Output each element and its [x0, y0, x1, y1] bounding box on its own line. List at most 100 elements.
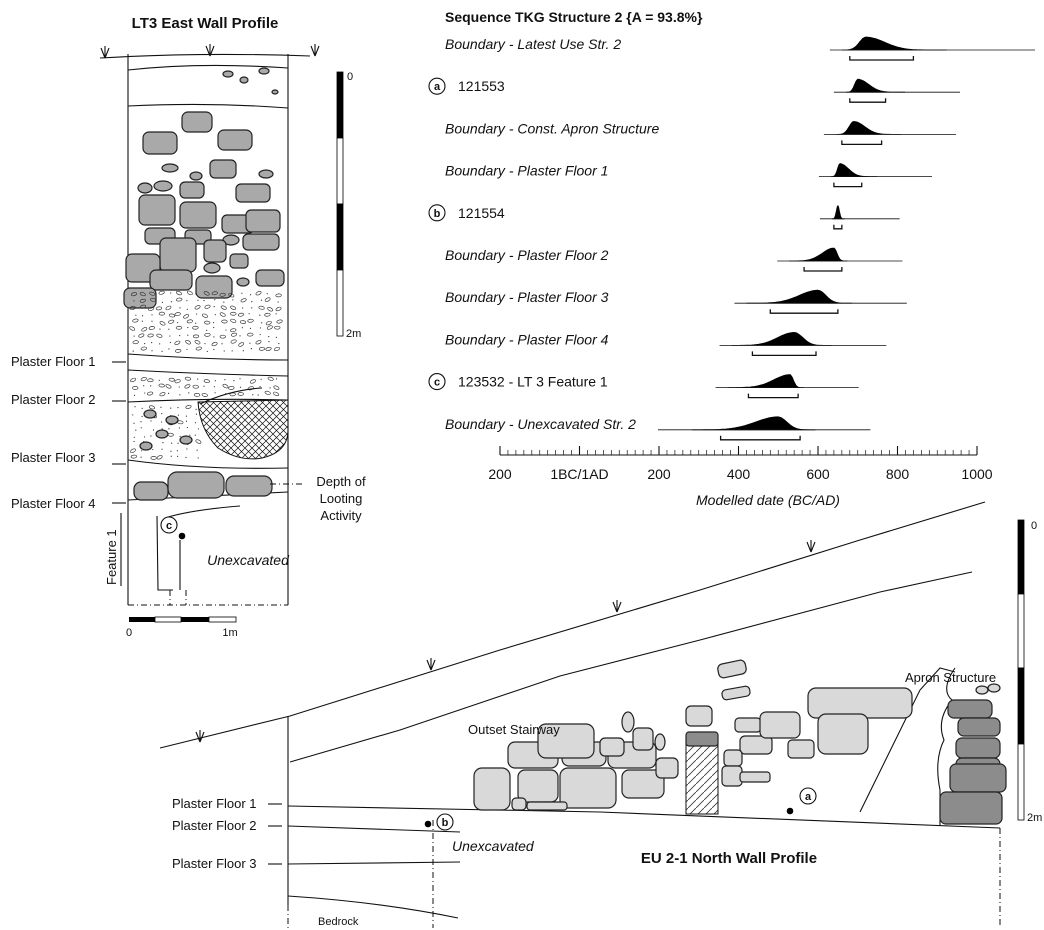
looting-label-line: Looting: [320, 491, 363, 506]
sample-marker-c: [160, 516, 178, 534]
bedrock-label: Bedrock: [318, 916, 359, 928]
hatched-column: [685, 737, 719, 815]
probability-distribution: [727, 374, 804, 388]
sample-marker-b-label: b: [442, 817, 449, 829]
lt3-horizontal-scale: [129, 616, 237, 623]
sample-marker-c-label: c: [166, 520, 172, 532]
eu21-unexcavated-label: Unexcavated: [452, 838, 535, 854]
sequence-row-label: Boundary - Plaster Floor 3: [445, 289, 609, 305]
axis-tick-label: 800: [886, 466, 910, 482]
sample-marker-label: b: [434, 208, 441, 220]
sequence-row-label: Boundary - Latest Use Str. 2: [445, 36, 621, 52]
eu21-floor-line: [287, 861, 461, 865]
probability-distribution: [845, 78, 906, 93]
lt3-crosshatched-fill: [197, 399, 289, 460]
eu21-vertical-scale: [1017, 519, 1025, 821]
sequence-row: Boundary - Unexcavated Str. 2: [445, 416, 871, 441]
sample-marker: [428, 77, 446, 95]
eu21-profile: a b Plaster Floor 1 Plaster Floor 2 Plas…: [159, 501, 1042, 928]
grass-icon: [195, 540, 816, 743]
sequence-row: Boundary - Plaster Floor 4: [445, 331, 887, 357]
lt3-layer-line: [127, 369, 289, 377]
sequence-row: Boundary - Const. Apron Structure: [445, 120, 957, 146]
eu21-floor-line: [287, 805, 1001, 829]
sequence-row-label: Boundary - Const. Apron Structure: [445, 120, 659, 136]
range-bracket: [833, 182, 863, 188]
apron-cut-line: [859, 667, 956, 813]
looting-label-line: Activity: [320, 508, 362, 523]
sequence-row: Boundary - Latest Use Str. 2: [445, 36, 1035, 61]
sample-point: [178, 532, 186, 540]
lt3-floor3-stones: [133, 471, 273, 501]
apron-structure-stones: [939, 683, 1007, 825]
lt3-layer-line: [199, 387, 263, 405]
probability-distribution: [731, 331, 832, 346]
sequence-row: a 121553: [428, 77, 961, 103]
range-bracket: [769, 309, 839, 314]
lt3-feature-cut: [164, 505, 241, 519]
sample-point: [424, 820, 432, 828]
lt3-profile: LT3 East Wall Profile: [11, 15, 366, 639]
lt3-floor-label: Plaster Floor 4: [11, 496, 96, 511]
sample-marker-label: a: [434, 81, 441, 93]
sequence-row: c 123532 - LT 3 Feature 1: [428, 373, 859, 399]
range-bracket: [719, 435, 801, 441]
sample-point: [786, 807, 794, 815]
lt3-unexcavated-label: Unexcavated: [207, 552, 290, 568]
probability-distribution: [691, 416, 816, 431]
apron-cut-line: [937, 667, 956, 826]
sequence-chart: Sequence TKG Structure 2 {A = 93.8%} Bou…: [428, 9, 1035, 508]
sequence-x-label: Modelled date (BC/AD): [696, 492, 840, 508]
probability-distribution: [831, 205, 845, 220]
range-bracket: [833, 224, 843, 230]
eu21-floor-label: Plaster Floor 3: [172, 856, 257, 871]
sample-marker-a-label: a: [805, 791, 812, 803]
stone: [258, 67, 270, 75]
lt3-aggregate-layer: [130, 404, 202, 460]
axis-tick-label: 1BC/1AD: [550, 466, 608, 482]
eu21-layer-line: [289, 571, 973, 763]
sample-marker-a: [799, 787, 817, 805]
sequence-row-label: Boundary - Plaster Floor 1: [445, 163, 608, 179]
range-bracket: [751, 351, 817, 357]
scale-label: 1m: [222, 627, 237, 639]
probability-distribution: [841, 36, 947, 51]
sample-marker-b: [436, 813, 454, 831]
sequence-title: Sequence TKG Structure 2 {A = 93.8%}: [445, 9, 703, 25]
grass-icon: [100, 44, 320, 59]
sequence-row-label: 123532 - LT 3 Feature 1: [458, 374, 608, 390]
lt3-title: LT3 East Wall Profile: [132, 15, 279, 32]
sequence-row-label: 121553: [458, 78, 505, 94]
stone: [239, 76, 249, 84]
lt3-floor-label: Plaster Floor 2: [11, 392, 96, 407]
range-bracket: [849, 56, 915, 61]
scale-label: 0: [347, 71, 353, 83]
lt3-feature-cut: [156, 515, 173, 591]
lt3-aggregate-layer: [130, 376, 280, 397]
axis-tick-label: 1000: [961, 466, 992, 482]
lt3-aggregate-layer: [129, 290, 283, 353]
looting-label-line: Depth of: [316, 474, 366, 489]
sequence-row-label: Boundary - Unexcavated Str. 2: [445, 416, 636, 432]
probability-distribution: [835, 120, 902, 135]
range-bracket: [803, 267, 843, 272]
axis-tick-label: 600: [806, 466, 830, 482]
eu21-title: EU 2-1 North Wall Profile: [641, 850, 817, 867]
lt3-layer-line: [127, 103, 289, 109]
sequence-row-label: Boundary - Plaster Floor 4: [445, 331, 609, 347]
sequence-row: Boundary - Plaster Floor 1: [445, 163, 933, 188]
scale-label: 0: [126, 627, 132, 639]
sequence-row-label: 121554: [458, 205, 505, 221]
lt3-floor-label: Plaster Floor 3: [11, 450, 96, 465]
scale-label: 2m: [346, 328, 361, 340]
sequence-row: b 121554: [428, 204, 900, 230]
outset-stairway-label: Outset Stairway: [468, 722, 560, 737]
sample-marker-label: c: [434, 377, 440, 389]
range-bracket: [849, 98, 887, 103]
lt3-layer-line: [127, 353, 289, 361]
axis-tick-label: 200: [647, 466, 671, 482]
outset-stairway-stones: [473, 711, 679, 811]
sequence-row: Boundary - Plaster Floor 3: [445, 289, 907, 314]
eu21-floor-line: [287, 825, 461, 833]
